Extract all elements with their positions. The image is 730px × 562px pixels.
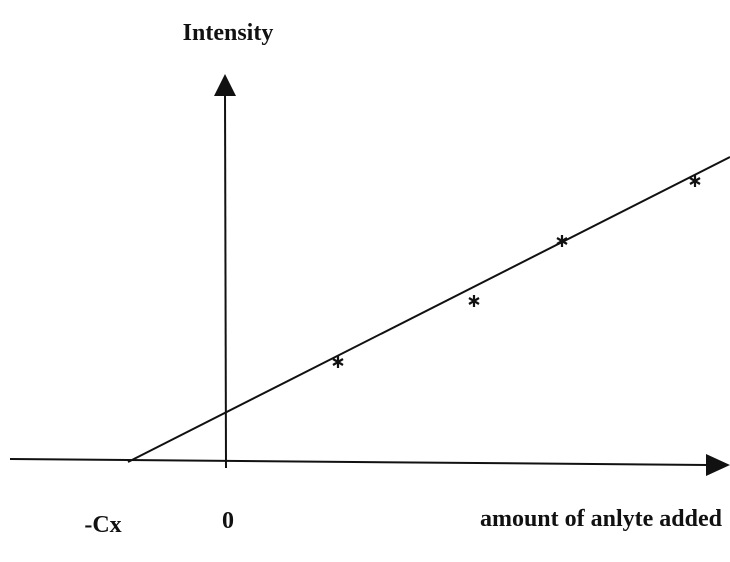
diagram: Intensity -Cx 0 amount of anlyte added (0, 0, 730, 562)
intercept-label: -Cx (84, 512, 121, 538)
origin-label: 0 (222, 508, 234, 534)
background (0, 0, 730, 562)
y-axis-label: Intensity (183, 20, 274, 46)
x-axis-label: amount of anlyte added (480, 506, 723, 532)
